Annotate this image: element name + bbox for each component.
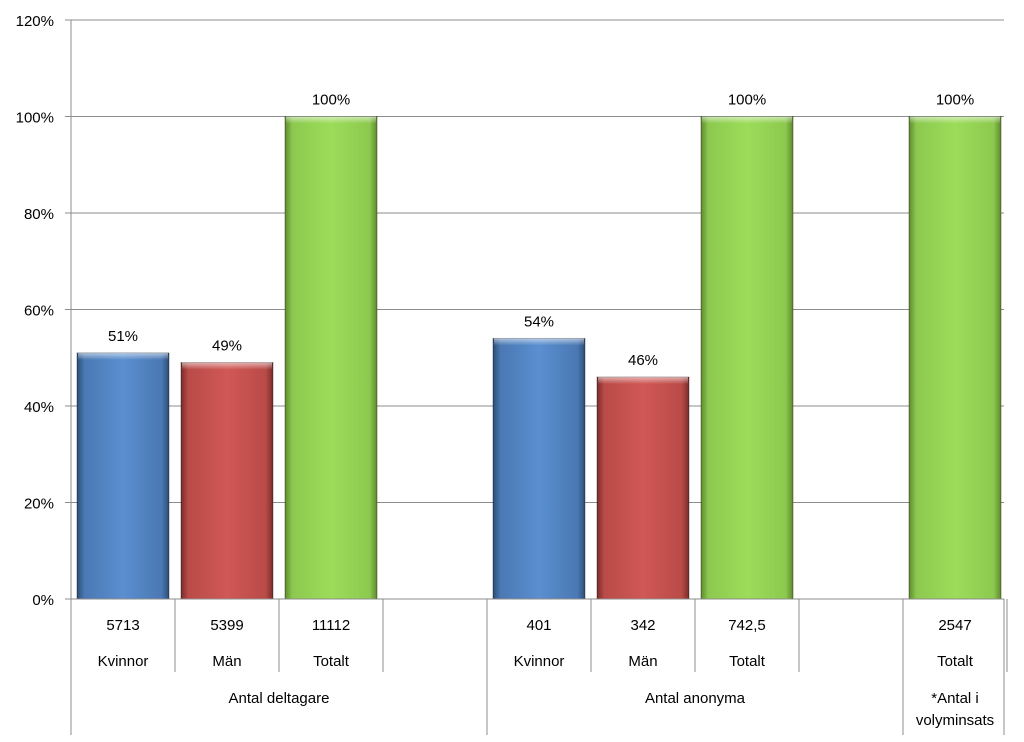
- bar-highlight: [78, 352, 168, 360]
- bar-highlight: [598, 377, 688, 385]
- x-count-label: 742,5: [728, 617, 766, 634]
- data-label: 100%: [936, 92, 974, 109]
- y-axis: 0% 20% 40% 60% 80% 100% 120%: [16, 13, 72, 735]
- y-tick-label: 120%: [16, 13, 54, 30]
- x-category-label: Kvinnor: [514, 653, 565, 670]
- x-count-label: 2547: [938, 617, 971, 634]
- y-tick-label: 0%: [32, 592, 54, 609]
- bar-män: [596, 376, 690, 600]
- x-count-label: 5399: [210, 617, 243, 634]
- x-category-label: Män: [628, 653, 657, 670]
- bar-highlight: [286, 116, 376, 124]
- bar-kvinnor: [492, 337, 586, 600]
- x-category-label: Totalt: [313, 653, 350, 670]
- y-tick-label: 60%: [24, 303, 54, 320]
- x-count-label: 401: [526, 617, 551, 634]
- group-label: *Antal i volyminsats: [916, 690, 994, 729]
- x-count-label: 342: [630, 617, 655, 634]
- y-tick-label: 100%: [16, 110, 54, 127]
- bar-highlight: [702, 116, 792, 124]
- x-category-label: Totalt: [729, 653, 766, 670]
- data-label: 54%: [524, 313, 554, 330]
- y-tick-label: 40%: [24, 399, 54, 416]
- bar-highlight: [494, 338, 584, 346]
- data-label: 46%: [628, 352, 658, 369]
- bar-totalt: [700, 116, 794, 600]
- x-category-label: Totalt: [937, 653, 974, 670]
- x-count-label: 11112: [312, 617, 350, 634]
- data-labels: 51% 49% 100% 54% 46% 100% 100%: [108, 92, 974, 370]
- y-tick-label: 80%: [24, 206, 54, 223]
- bar-highlight: [182, 362, 272, 370]
- bar-män: [180, 362, 274, 600]
- data-label: 49%: [212, 338, 242, 355]
- x-count-label: 5713: [106, 617, 139, 634]
- x-category-label: Män: [212, 653, 241, 670]
- data-label: 100%: [728, 92, 766, 109]
- bar-highlight: [910, 116, 1000, 124]
- y-tick-label: 20%: [24, 496, 54, 513]
- data-label: 51%: [108, 328, 138, 345]
- bar-kvinnor: [76, 352, 170, 600]
- bar-totalt: [908, 116, 1002, 600]
- x-axis-table: 5713 Kvinnor 5399 Män 11112 Totalt 401 Kvinnor 3…: [70, 598, 1008, 735]
- bar-totalt: [284, 116, 378, 600]
- bars: [76, 116, 1002, 600]
- group-label: Antal deltagare: [229, 690, 330, 707]
- group-label: Antal anonyma: [645, 690, 746, 707]
- x-category-label: Kvinnor: [98, 653, 149, 670]
- data-label: 100%: [312, 92, 350, 109]
